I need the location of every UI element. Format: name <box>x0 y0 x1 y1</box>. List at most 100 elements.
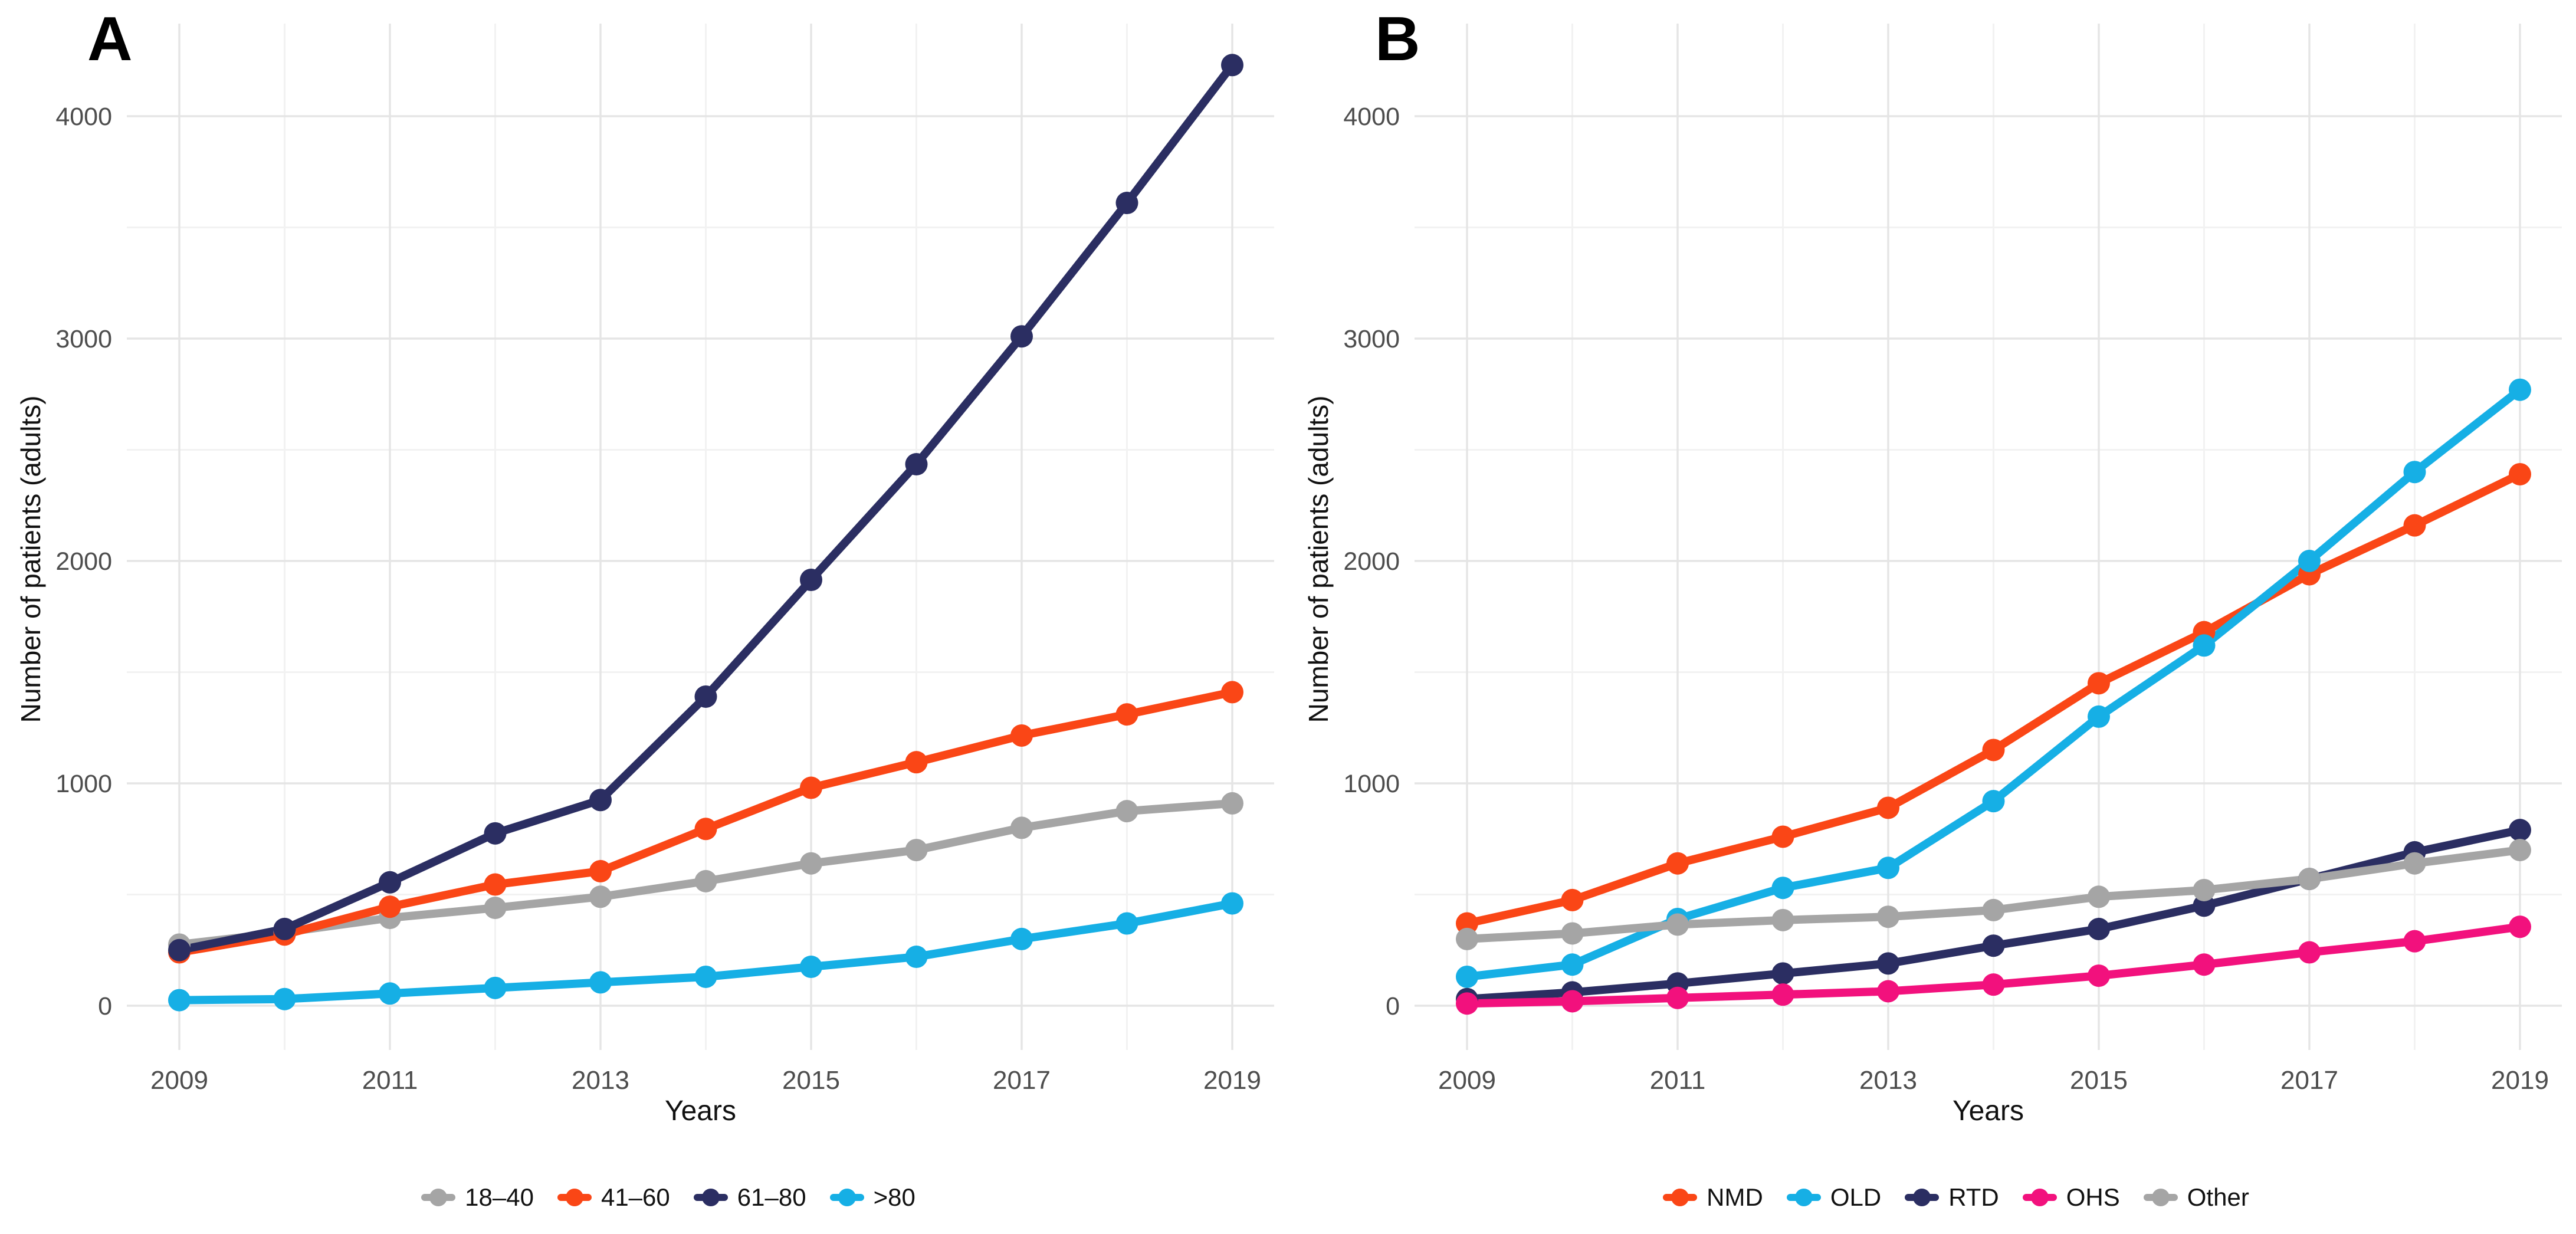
y-tick-label-1000: 1000 <box>55 770 112 798</box>
x-tick-label-2011: 2011 <box>1650 1066 1706 1095</box>
data-point-old-2009 <box>1456 965 1478 988</box>
gridlines-minor <box>1415 24 2562 1050</box>
data-point-old-2013 <box>1877 856 1899 879</box>
legend-key-icon-18-40 <box>421 1187 456 1208</box>
data-point-nmd-2014 <box>1982 739 2005 762</box>
data-point-18-40-2012 <box>484 897 507 920</box>
data-point-41-60-2016 <box>905 751 928 774</box>
data-point-nmd-2010 <box>1561 888 1584 911</box>
data-point-other-2009 <box>1456 927 1478 950</box>
data-point-18-40-2013 <box>589 885 612 908</box>
panel-b-x-axis-title: Years <box>1952 1095 2024 1127</box>
legend-label-old: OLD <box>1830 1183 1882 1211</box>
data-point-old-2016 <box>2193 634 2216 657</box>
y-tick-label-0: 0 <box>1386 992 1400 1020</box>
data-point-old-2012 <box>1771 877 1794 900</box>
panel-b-chart: 0 1000 2000 3000 4000 2009 2011 2013 2015 2017 201… <box>1343 24 2562 1095</box>
data-point-ohs-2017 <box>2298 941 2321 964</box>
data-point-41-60-2013 <box>589 859 612 882</box>
data-point-gt80-2017 <box>1010 927 1033 950</box>
legend-key-dot <box>429 1189 448 1206</box>
data-point-61-80-2018 <box>1115 192 1138 215</box>
legend-item-gt80: >80 <box>829 1183 915 1212</box>
data-point-other-2017 <box>2298 868 2321 891</box>
legend-item-61-80: 61–80 <box>693 1183 806 1212</box>
legend-label-18-40: 18–40 <box>465 1183 534 1211</box>
data-point-rtd-2016 <box>2193 894 2216 917</box>
data-point-61-80-2017 <box>1010 325 1033 348</box>
legend-key-icon-nmd <box>1663 1187 1698 1208</box>
data-point-gt80-2012 <box>484 976 507 999</box>
data-point-gt80-2018 <box>1115 912 1138 935</box>
legend-key-icon-41-60 <box>557 1187 592 1208</box>
legend-key-icon-61-80 <box>693 1187 728 1208</box>
data-point-ohs-2014 <box>1982 973 2005 996</box>
x-tick-label-2009: 2009 <box>150 1066 208 1095</box>
data-point-nmd-2019 <box>2509 462 2531 485</box>
data-point-61-80-2012 <box>484 822 507 845</box>
data-point-ohs-2013 <box>1877 980 1899 1003</box>
legend-item-other: Other <box>2143 1183 2249 1212</box>
y-tick-label-4000: 4000 <box>55 103 112 131</box>
legend-key-dot <box>565 1189 583 1206</box>
data-point-other-2018 <box>2403 852 2426 875</box>
data-point-other-2019 <box>2509 839 2531 862</box>
data-point-61-80-2011 <box>379 871 401 894</box>
x-tick-label-2009: 2009 <box>1438 1066 1496 1095</box>
x-tick-label-2015: 2015 <box>2070 1066 2128 1095</box>
panel-b-legend: NMD OLD RTD OHS Other <box>1351 1173 2561 1222</box>
x-axis-tick-labels: 2009 2011 2013 2015 2017 2019 <box>150 1066 1261 1095</box>
x-tick-label-2011: 2011 <box>362 1066 418 1095</box>
data-point-gt80-2010 <box>273 987 296 1010</box>
y-tick-label-2000: 2000 <box>55 547 112 576</box>
data-point-18-40-2017 <box>1010 816 1033 839</box>
y-tick-label-0: 0 <box>98 992 112 1020</box>
data-point-gt80-2015 <box>800 956 822 979</box>
data-point-gt80-2009 <box>168 989 191 1012</box>
data-point-old-2019 <box>2509 378 2531 401</box>
y-tick-label-3000: 3000 <box>1343 325 1400 353</box>
y-axis-tick-labels: 0 1000 2000 3000 4000 <box>1343 103 1400 1020</box>
data-point-rtd-2015 <box>2088 917 2110 940</box>
data-point-41-60-2015 <box>800 776 822 799</box>
data-point-18-40-2016 <box>905 839 928 862</box>
legend-item-rtd: RTD <box>1905 1183 1999 1212</box>
panel-a-y-axis-title: Number of patients (adults) <box>15 395 46 723</box>
data-point-18-40-2015 <box>800 852 822 875</box>
series-points <box>168 54 1243 1012</box>
data-point-old-2015 <box>2088 705 2110 728</box>
data-point-ohs-2010 <box>1561 990 1584 1013</box>
legend-item-41-60: 41–60 <box>557 1183 670 1212</box>
legend-label-gt80: >80 <box>873 1183 915 1211</box>
legend-key-dot <box>2030 1189 2049 1206</box>
data-point-gt80-2011 <box>379 982 401 1005</box>
data-point-other-2013 <box>1877 905 1899 928</box>
data-point-41-60-2014 <box>694 818 717 841</box>
y-tick-label-2000: 2000 <box>1343 547 1400 576</box>
panel-a-chart: 0 1000 2000 3000 4000 2009 2011 2013 2015 2017 201… <box>55 24 1274 1095</box>
data-point-rtd-2014 <box>1982 934 2005 957</box>
legend-item-nmd: NMD <box>1663 1183 1763 1212</box>
x-tick-label-2019: 2019 <box>2491 1066 2549 1095</box>
data-point-nmd-2013 <box>1877 796 1899 819</box>
legend-label-rtd: RTD <box>1948 1183 1999 1211</box>
data-point-other-2014 <box>1982 898 2005 921</box>
data-point-41-60-2017 <box>1010 724 1033 747</box>
data-point-ohs-2018 <box>2403 930 2426 953</box>
x-tick-label-2017: 2017 <box>993 1066 1051 1095</box>
data-point-ohs-2016 <box>2193 953 2216 976</box>
series-points <box>1456 378 2531 1015</box>
data-point-gt80-2014 <box>694 965 717 988</box>
gridlines-major <box>127 24 1274 1050</box>
data-point-gt80-2019 <box>1221 892 1243 915</box>
data-point-61-80-2013 <box>589 789 612 812</box>
data-point-18-40-2019 <box>1221 792 1243 815</box>
data-point-gt80-2016 <box>905 946 928 969</box>
legend-key-dot <box>838 1189 856 1206</box>
data-point-other-2016 <box>2193 878 2216 901</box>
legend-item-18-40: 18–40 <box>421 1183 534 1212</box>
data-point-nmd-2018 <box>2403 514 2426 537</box>
data-point-41-60-2019 <box>1221 681 1243 704</box>
data-point-61-80-2009 <box>168 938 191 961</box>
